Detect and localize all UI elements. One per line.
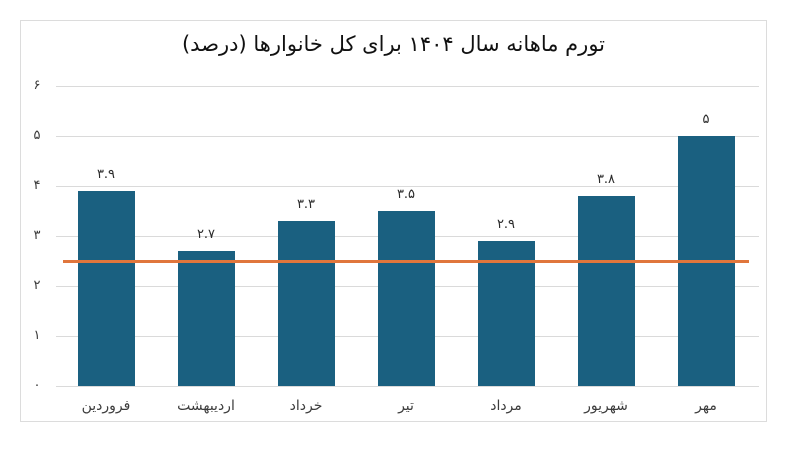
x-axis-label-2: اردیبهشت [177, 398, 235, 414]
bar-اردیبهشت [177, 251, 235, 386]
bar-فروردین [77, 191, 135, 386]
gridline-y-5 [56, 136, 759, 137]
x-axis-label-4: تیر [398, 398, 414, 414]
y-axis-tick-label: ۲ [33, 278, 41, 293]
reference-line [63, 260, 749, 263]
y-axis-tick-label: ۶ [33, 78, 41, 93]
bar-تیر [377, 211, 435, 386]
bar-value-label: ۵ [702, 112, 710, 127]
gridline-y-0 [56, 386, 759, 387]
x-axis-label-5: مرداد [490, 398, 522, 414]
bar-value-label: ۳.۵ [396, 187, 416, 202]
bar-value-label: ۳.۳ [296, 197, 316, 212]
x-axis-label-6: شهریور [584, 398, 628, 414]
x-axis-label-3: خرداد [289, 398, 323, 414]
gridline-y-6 [56, 86, 759, 87]
bar-value-label: ۲.۹ [496, 217, 516, 232]
bar-value-label: ۳.۹ [96, 167, 116, 182]
bar-مرداد [477, 241, 535, 386]
bar-خرداد [277, 221, 335, 386]
y-axis-tick-label: ۵ [33, 128, 41, 143]
y-axis-tick-label: ۴ [33, 178, 41, 193]
chart-title: تورم ماهانه سال ۱۴۰۴ برای کل خانوارها (د… [181, 32, 606, 56]
x-axis-label-7: مهر [695, 398, 717, 414]
y-axis-tick-label: ۰ [33, 378, 41, 393]
plot-frame: تورم ماهانه سال ۱۴۰۴ برای کل خانوارها (د… [20, 20, 767, 422]
gridline-y-4 [56, 186, 759, 187]
y-axis-tick-label: ۳ [33, 228, 41, 243]
y-axis-tick-label: ۱ [33, 328, 41, 343]
x-axis-label-1: فروردین [81, 398, 131, 414]
bar-value-label: ۲.۷ [196, 227, 216, 242]
bar-شهریور [577, 196, 635, 386]
bar-value-label: ۳.۸ [596, 172, 616, 187]
